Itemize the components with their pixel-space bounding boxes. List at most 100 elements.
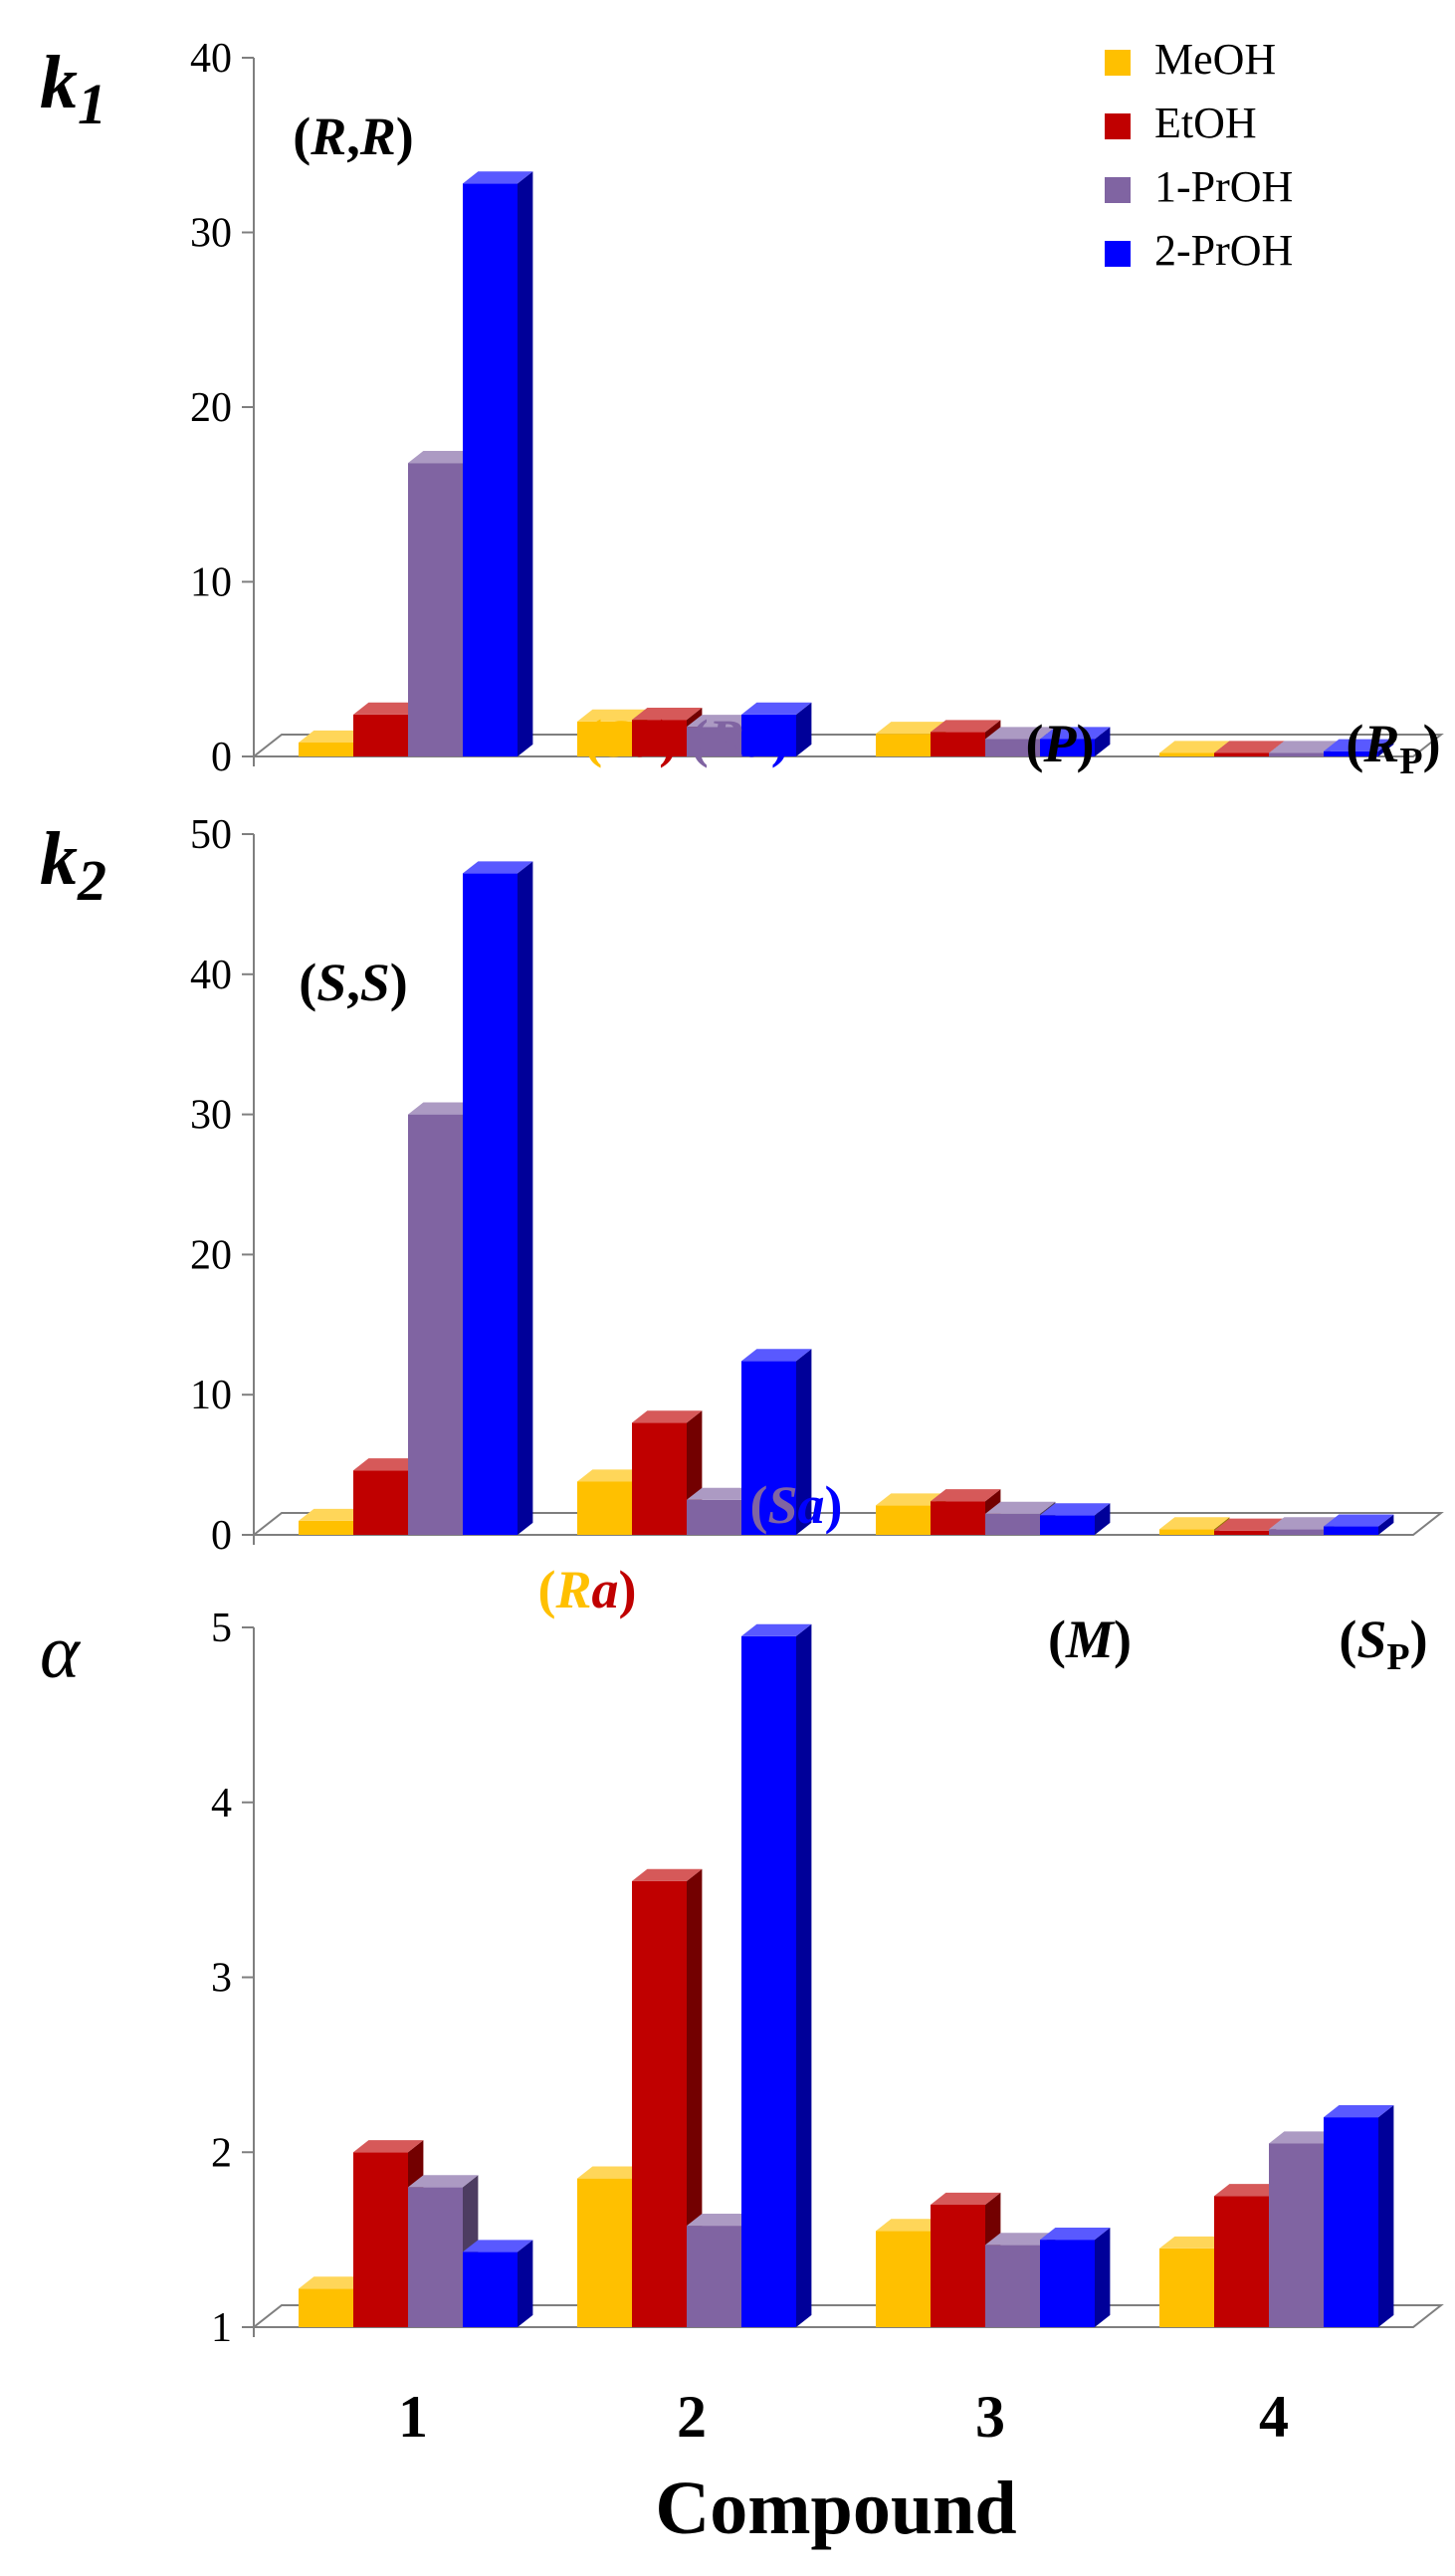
bar-front [931,1501,985,1535]
bar-front [1324,2117,1378,2327]
y-tick-label: 50 [190,812,232,858]
bar-top [985,2233,1056,2246]
bar-side [518,171,533,756]
bar-top [985,1501,1056,1514]
chart-panel-1: 0 10 20 30 40 k1 (R,R) (Sa) (Ra) (P) (RP) [40,36,1444,782]
y-tick-label: 10 [190,560,232,606]
bar [741,1623,812,2327]
y-tick-label: 40 [190,953,232,998]
bar-top [1214,1518,1285,1531]
bar-front [1040,739,1095,756]
bar-front [876,1505,931,1535]
bar-front [741,714,796,756]
bar-top [1269,2131,1340,2144]
bar-top [931,2192,1001,2205]
bar-front [632,1880,687,2327]
bar-top [353,1458,424,1471]
bar-top [741,1623,812,1636]
bar-side [796,1349,812,1535]
bar-annotation: (Sa) [749,1475,842,1535]
bar-side [1095,727,1111,756]
bar-annotation: (SP) [1339,1610,1427,1678]
bar-front [1269,1529,1324,1535]
bar-front [632,720,687,756]
bar-top [577,2166,648,2179]
bar-front [408,1114,463,1535]
x-tick-label: 3 [975,2384,1005,2450]
bar-top [1040,2228,1111,2241]
bar-front [741,1635,796,2327]
x-tick-label: 2 [677,2384,707,2450]
bar-top [577,709,648,722]
bar [1040,727,1111,756]
bar-front [931,732,985,756]
bar-annotation: (M) [1048,1610,1132,1669]
y-tick-label: 5 [211,1606,232,1651]
y-tick-label: 30 [190,1093,232,1139]
bar-top [577,1469,648,1482]
bar-top [1159,741,1230,753]
bar-front [299,2288,353,2327]
bar-front [463,2252,518,2327]
bar-top [463,171,533,184]
bar-front [1040,2240,1095,2327]
chart-panel-2: 0 10 20 30 40 50 k2 (S,S) (Ra) (Sa) (M) (SP) [40,812,1444,1678]
bar-front [876,734,931,756]
bar-top [687,1487,757,1500]
bar-side [1095,2228,1111,2327]
bar-side [518,861,533,1535]
bar-top [299,2276,369,2289]
bar-front [1214,1530,1269,1535]
bar-top [408,1102,479,1115]
bar-front [408,2187,463,2327]
bar [632,1868,703,2327]
bar-top [463,861,533,874]
x-axis-label: Compound [655,2467,1016,2550]
bar-side [796,702,812,756]
y-tick-label: 3 [211,1956,232,2002]
legend-item: MeOH [1105,35,1276,84]
bar-annotation: (Ra) [538,1560,637,1619]
bar-top [741,702,812,715]
bar-front [1324,751,1378,756]
bar-front [687,727,741,756]
bar-side [1378,1514,1394,1535]
bar-front [299,742,353,756]
legend-label: 2-PrOH [1154,226,1293,275]
bar [1324,2105,1394,2327]
bar-top [1040,727,1111,740]
bar-top [687,2213,757,2227]
y-tick-label: 30 [190,211,232,257]
bar-side [687,1868,703,2327]
bar [741,1349,812,1535]
bar-front [687,2226,741,2327]
y-tick-label: 0 [211,1513,232,1559]
bar-front [931,2204,985,2327]
y-tick-label: 10 [190,1373,232,1418]
bar-top [876,722,946,735]
bar-front [741,1361,796,1535]
y-tick-label: 2 [211,2130,232,2176]
y-tick-label: 40 [190,36,232,82]
bar [1324,739,1394,756]
bar-top [1269,741,1340,753]
bar-front [1159,2248,1214,2327]
legend-item: 2-PrOH [1105,226,1293,275]
bar-top [741,1349,812,1362]
bar-front [577,2178,632,2327]
bar-front [876,2231,931,2327]
bar-top [1269,1517,1340,1530]
bar [931,720,1001,756]
bar-top [1159,2236,1230,2249]
bar-front [632,1422,687,1535]
legend-swatch [1105,113,1131,139]
legend-swatch [1105,177,1131,203]
bar-top [299,730,369,743]
bar-top [1214,741,1285,753]
legend-item: 1-PrOH [1105,162,1293,211]
bar-top [1324,1514,1394,1527]
y-tick-label: 0 [211,735,232,780]
bar-side [518,2240,533,2327]
bar-front [1269,752,1324,756]
